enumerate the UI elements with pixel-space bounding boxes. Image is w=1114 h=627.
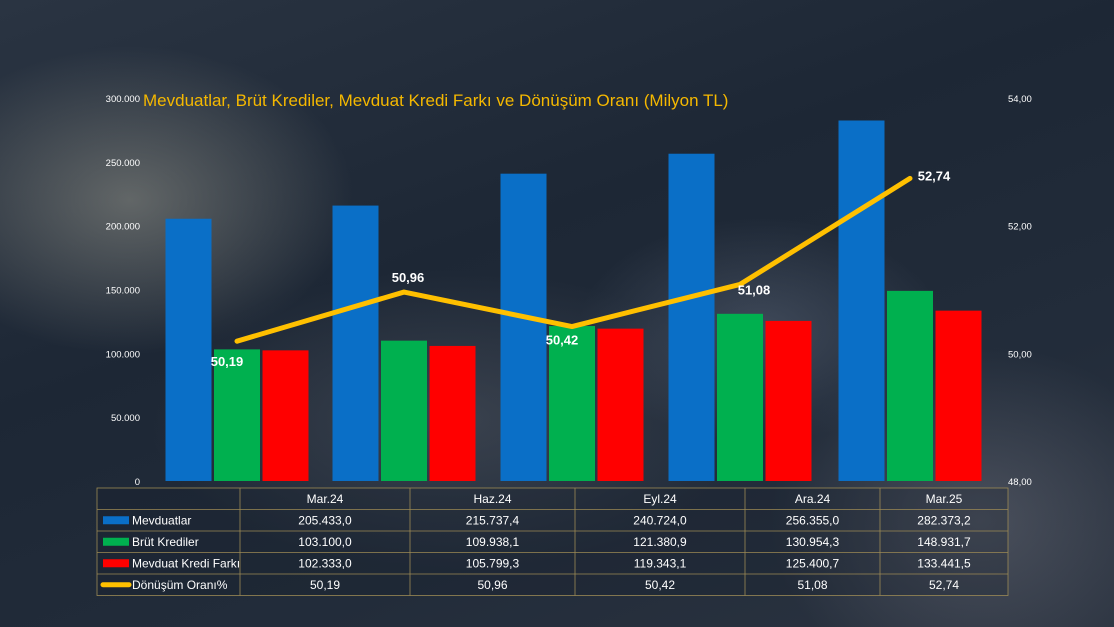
data-label-ara-24: 51,08 <box>738 282 771 297</box>
bar-brut-krediler-haz-24 <box>381 340 427 481</box>
table-header-haz-24: Haz.24 <box>473 492 511 506</box>
bar-mevduatlar-haz-24 <box>332 205 379 481</box>
data-label-mar-24: 50,19 <box>211 354 244 369</box>
y-left-tick-label: 150.000 <box>106 286 140 297</box>
table-cell-mevduat-kredi-fark-mar-25: 133.441,5 <box>917 556 971 570</box>
table-header-mar-24: Mar.24 <box>307 492 344 506</box>
bar-mevduatlar-mar-24 <box>165 218 212 481</box>
table-cell-donusum-oran-mar-24: 50,19 <box>310 578 340 592</box>
table-cell-mevduatlar-mar-24: 205.433,0 <box>298 513 352 527</box>
table-cell-mevduatlar-eyl-24: 240.724,0 <box>633 513 687 527</box>
bar-mevduat-kredi-fark-mar-24 <box>262 350 309 481</box>
table-cell-brut-krediler-mar-24: 103.100,0 <box>298 535 352 549</box>
y-left-tick-label: 0 <box>135 477 140 488</box>
table-cell-brut-krediler-haz-24: 109.938,1 <box>466 535 520 549</box>
bar-brut-krediler-ara-24 <box>717 313 763 481</box>
data-label-haz-24: 50,96 <box>392 270 425 285</box>
legend-swatch-mevduatlar <box>103 516 129 525</box>
table-cell-donusum-oran-haz-24: 50,96 <box>477 578 507 592</box>
bar-brut-krediler-mar-24 <box>214 349 260 481</box>
bar-brut-krediler-mar-25 <box>887 290 933 481</box>
y-left-tick-label: 250.000 <box>106 158 140 169</box>
table-cell-brut-krediler-ara-24: 130.954,3 <box>786 535 840 549</box>
table-header-mar-25: Mar.25 <box>926 492 963 506</box>
table-cell-brut-krediler-eyl-24: 121.380,9 <box>633 535 687 549</box>
legend-swatch-mevduat-kredi-fark <box>103 559 129 568</box>
legend-swatch-brut-krediler <box>103 537 129 546</box>
y-left-tick-label: 300.000 <box>106 94 140 105</box>
table-row-label-mevduat-kredi-fark: Mevduat Kredi Farkı <box>132 556 240 570</box>
table-cell-mevduatlar-mar-25: 282.373,2 <box>917 513 971 527</box>
bar-mevduatlar-ara-24 <box>668 153 715 481</box>
table-cell-donusum-oran-mar-25: 52,74 <box>929 578 959 592</box>
bar-mevduat-kredi-fark-mar-25 <box>935 310 982 481</box>
table-cell-mevduat-kredi-fark-haz-24: 105.799,3 <box>466 556 520 570</box>
table-cell-brut-krediler-mar-25: 148.931,7 <box>917 535 971 549</box>
chart-title: Mevduatlar, Brüt Krediler, Mevduat Kredi… <box>143 91 728 110</box>
bar-mevduat-kredi-fark-haz-24 <box>429 345 476 481</box>
bar-mevduat-kredi-fark-ara-24 <box>765 320 812 481</box>
table-cell-donusum-oran-ara-24: 51,08 <box>797 578 827 592</box>
data-label-mar-25: 52,74 <box>918 168 951 183</box>
table-row-label-donusum-oran: Dönüşüm Oranı% <box>132 578 228 592</box>
y-left-tick-label: 50.000 <box>111 413 140 424</box>
table-header-eyl-24: Eyl.24 <box>643 492 677 506</box>
bar-mevduatlar-eyl-24 <box>500 173 547 481</box>
table-row-label-brut-krediler: Brüt Krediler <box>132 535 199 549</box>
y-left-tick-label: 200.000 <box>106 222 140 233</box>
y-left-tick-label: 100.000 <box>106 349 140 360</box>
table-cell-mevduatlar-ara-24: 256.355,0 <box>786 513 840 527</box>
table-cell-mevduatlar-haz-24: 215.737,4 <box>466 513 520 527</box>
bar-mevduat-kredi-fark-eyl-24 <box>597 328 644 481</box>
data-table <box>96 487 1009 596</box>
y-right-tick-label: 54,00 <box>1008 94 1032 105</box>
data-label-eyl-24: 50,42 <box>546 333 579 348</box>
bar-brut-krediler-eyl-24 <box>549 326 595 481</box>
y-right-tick-label: 50,00 <box>1008 349 1032 360</box>
table-header-ara-24: Ara.24 <box>795 492 831 506</box>
table-cell-mevduat-kredi-fark-ara-24: 125.400,7 <box>786 556 840 570</box>
table-row-label-mevduatlar: Mevduatlar <box>132 513 191 527</box>
y-right-tick-label: 52,00 <box>1008 222 1032 233</box>
table-cell-mevduat-kredi-fark-mar-24: 102.333,0 <box>298 556 352 570</box>
y-right-tick-label: 48,00 <box>1008 477 1032 488</box>
line-donusum-oran <box>234 175 913 344</box>
table-cell-mevduat-kredi-fark-eyl-24: 119.343,1 <box>634 556 687 570</box>
table-cell-donusum-oran-eyl-24: 50,42 <box>645 578 675 592</box>
bar-mevduatlar-mar-25 <box>838 120 885 482</box>
